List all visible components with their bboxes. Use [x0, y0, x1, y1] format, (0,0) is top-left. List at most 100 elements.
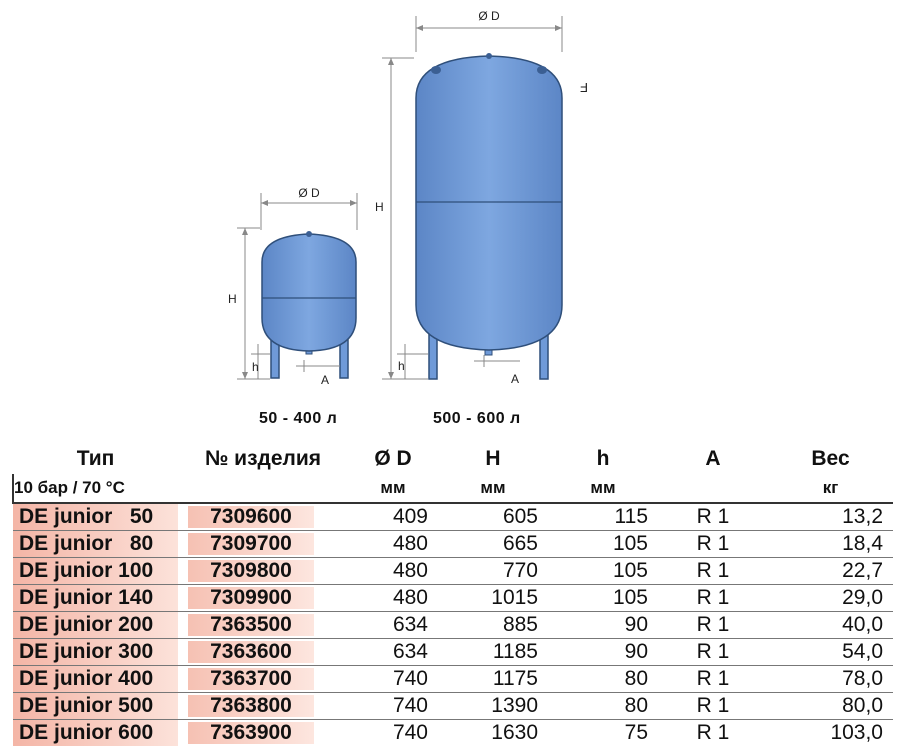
large-dim-d: Ø D	[478, 9, 500, 23]
table-row: DE junior 200 7363500 634 885 90 R 1 40,0	[13, 611, 893, 639]
cell-article: 7309600	[178, 503, 348, 531]
article-number: 7363600	[188, 641, 314, 663]
small-dim-small-h: h	[252, 360, 259, 374]
header-article: № изделия	[204, 447, 322, 470]
large-dim-a: A	[511, 372, 519, 386]
cell-small-h: 105	[612, 586, 648, 609]
unit-article	[178, 474, 348, 503]
cell-article: 7363500	[178, 612, 348, 639]
small-dim-a: A	[321, 373, 329, 387]
small-tank: Ø D H h A	[228, 186, 358, 387]
cell-diameter: 480	[392, 532, 428, 555]
small-tank-body	[261, 233, 357, 352]
cell-diameter: 634	[392, 613, 428, 636]
small-tank-caption: 50 - 400 л	[259, 410, 338, 427]
header-small-h: h	[596, 447, 610, 470]
large-tank: Ø D H h A F	[375, 9, 588, 386]
unit-connection	[658, 474, 768, 503]
cell-connection: R 1	[696, 667, 730, 690]
table-row: DE junior 400 7363700 740 1175 80 R 1 78,0	[13, 665, 893, 693]
cell-weight: 40,0	[842, 613, 883, 636]
cell-height: 1390	[491, 694, 538, 717]
table-row: DE junior 50 7309600 409 605 115 R 1 13,2	[13, 503, 893, 531]
unit-small-h: мм	[590, 478, 616, 497]
cell-small-h: 80	[624, 667, 648, 690]
article-number: 7309800	[188, 560, 314, 582]
cell-article: 7363600	[178, 639, 348, 666]
cell-small-h: 90	[624, 640, 648, 663]
large-dim-h: H	[375, 200, 384, 214]
cell-height: 605	[502, 505, 538, 528]
cell-type: DE junior 140	[13, 584, 178, 612]
header-row: Тип № изделия Ø D H h A Вес	[13, 444, 893, 474]
cell-diameter: 740	[392, 667, 428, 690]
header-height: H	[485, 447, 501, 470]
cell-diameter: 740	[392, 694, 428, 717]
large-dim-f: F	[580, 80, 588, 95]
article-number: 7309600	[188, 506, 314, 528]
table-row: DE junior 500 7363800 740 1390 80 R 1 80,0	[13, 692, 893, 720]
unit-height: мм	[480, 478, 506, 497]
cell-connection: R 1	[696, 721, 730, 744]
cell-connection: R 1	[696, 505, 730, 528]
cell-article: 7363700	[178, 666, 348, 693]
unit-weight: кг	[822, 478, 839, 497]
article-number: 7309700	[188, 533, 314, 555]
cell-type: DE junior 300	[13, 638, 178, 666]
header-type: Тип	[76, 447, 115, 470]
cell-article: 7309700	[178, 531, 348, 558]
cell-type: DE junior 500	[13, 692, 178, 720]
large-tank-caption: 500 - 600 л	[433, 410, 521, 427]
tank-diagram: Ø D H h A Ø D	[228, 9, 588, 387]
cell-diameter: 480	[392, 559, 428, 582]
pressure-temp-spec: 10 бар / 70 °C	[12, 474, 178, 504]
cell-article: 7309900	[178, 585, 348, 612]
cell-connection: R 1	[696, 613, 730, 636]
cell-type: DE junior 600	[13, 719, 178, 746]
large-tank-body	[415, 55, 563, 351]
header-connection: A	[705, 447, 721, 470]
table-row: DE junior 600 7363900 740 1630 75 R 1 103,0	[13, 719, 893, 747]
article-number: 7363700	[188, 668, 314, 690]
cell-connection: R 1	[696, 532, 730, 555]
table-row: DE junior 100 7309800 480 770 105 R 1 22,7	[13, 557, 893, 585]
cell-weight: 29,0	[842, 586, 883, 609]
cell-article: 7309800	[178, 558, 348, 585]
cell-diameter: 480	[392, 586, 428, 609]
cell-weight: 78,0	[842, 667, 883, 690]
article-number: 7363500	[188, 614, 314, 636]
cell-small-h: 105	[612, 532, 648, 555]
cell-connection: R 1	[696, 586, 730, 609]
cell-article: 7363900	[178, 720, 348, 747]
cell-small-h: 115	[614, 505, 648, 528]
specs-table: Тип № изделия Ø D H h A Вес 10 бар / 70 …	[12, 444, 893, 746]
cell-article: 7363800	[178, 693, 348, 720]
cell-connection: R 1	[696, 559, 730, 582]
cell-height: 770	[502, 559, 538, 582]
cell-diameter: 740	[392, 721, 428, 744]
cell-small-h: 105	[612, 559, 648, 582]
cell-weight: 13,2	[842, 505, 883, 528]
cell-small-h: 90	[624, 613, 648, 636]
large-dim-small-h: h	[398, 359, 405, 373]
cell-height: 1630	[491, 721, 538, 744]
cell-type: DE junior 50	[13, 503, 178, 531]
cell-height: 1185	[492, 640, 538, 663]
header-weight: Вес	[811, 447, 850, 470]
cell-weight: 103,0	[830, 721, 883, 744]
cell-type: DE junior 100	[13, 557, 178, 585]
cell-weight: 80,0	[842, 694, 883, 717]
table-row: DE junior 300 7363600 634 1185 90 R 1 54,0	[13, 638, 893, 666]
cell-connection: R 1	[696, 694, 730, 717]
cell-type: DE junior 400	[13, 665, 178, 693]
cell-height: 1015	[491, 586, 538, 609]
table-row: DE junior 80 7309700 480 665 105 R 1 18,4	[13, 530, 893, 558]
small-tank-leg-right	[339, 339, 349, 379]
cell-type: DE junior 80	[13, 530, 178, 558]
cell-small-h: 75	[624, 721, 648, 744]
article-number: 7363900	[188, 722, 314, 744]
article-number: 7309900	[188, 587, 314, 609]
cell-weight: 18,4	[842, 532, 883, 555]
cell-weight: 22,7	[842, 559, 883, 582]
cell-diameter: 409	[392, 505, 428, 528]
